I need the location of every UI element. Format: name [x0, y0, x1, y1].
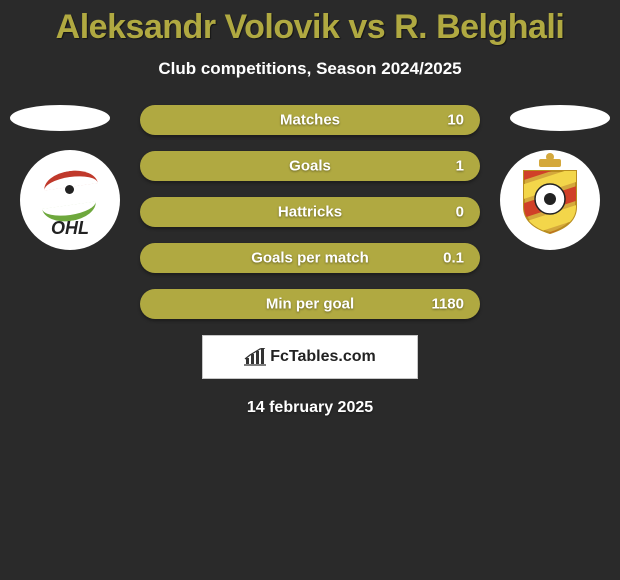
stat-value-right: 0.1: [443, 250, 464, 267]
stat-label: Goals: [140, 158, 480, 175]
ohl-logo-icon: OHL: [35, 165, 105, 235]
stat-value-right: 1: [456, 158, 464, 175]
right-player-placeholder: [510, 105, 610, 131]
stat-row-goals-per-match: Goals per match 0.1: [140, 243, 480, 273]
right-club-badge: [500, 150, 600, 250]
stat-row-goals: Goals 1: [140, 151, 480, 181]
left-player-placeholder: [10, 105, 110, 131]
date-label: 14 february 2025: [0, 399, 620, 417]
stat-rows: Matches 10 Goals 1 Hattricks 0 Goals per…: [140, 105, 480, 319]
stat-label: Min per goal: [140, 296, 480, 313]
stat-value-right: 10: [447, 112, 464, 129]
kvm-logo-icon: [515, 159, 585, 241]
page-title: Aleksandr Volovik vs R. Belghali: [0, 8, 620, 47]
stat-row-matches: Matches 10: [140, 105, 480, 135]
stat-label: Matches: [140, 112, 480, 129]
stat-row-min-per-goal: Min per goal 1180: [140, 289, 480, 319]
stat-label: Hattricks: [140, 204, 480, 221]
bar-chart-icon: [244, 348, 266, 366]
brand-text: FcTables.com: [270, 348, 376, 366]
stat-row-hattricks: Hattricks 0: [140, 197, 480, 227]
main-area: OHL: [0, 105, 620, 417]
brand-box[interactable]: FcTables.com: [202, 335, 418, 379]
stat-label: Goals per match: [140, 250, 480, 267]
subtitle: Club competitions, Season 2024/2025: [0, 59, 620, 79]
comparison-card: Aleksandr Volovik vs R. Belghali Club co…: [0, 0, 620, 417]
stat-value-right: 0: [456, 204, 464, 221]
ohl-logo-text: OHL: [35, 218, 105, 239]
left-club-badge: OHL: [20, 150, 120, 250]
stat-value-right: 1180: [431, 296, 464, 313]
